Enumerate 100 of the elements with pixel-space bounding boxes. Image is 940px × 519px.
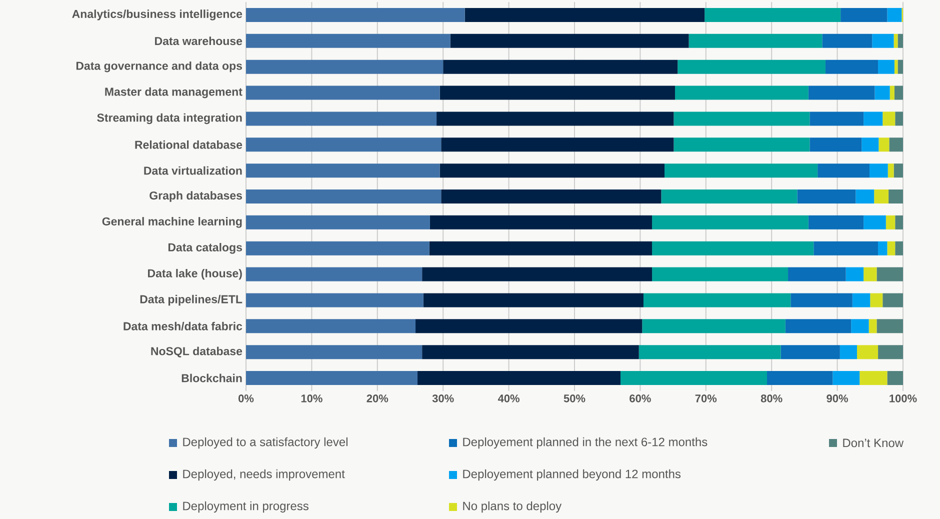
bar bbox=[246, 8, 465, 22]
bar bbox=[422, 267, 652, 282]
bar bbox=[441, 138, 674, 152]
bar bbox=[894, 60, 898, 74]
bar bbox=[652, 215, 808, 230]
bar bbox=[868, 319, 877, 334]
bar bbox=[416, 319, 642, 334]
bar bbox=[780, 345, 840, 360]
bar bbox=[890, 86, 894, 100]
bar bbox=[652, 267, 788, 282]
bar bbox=[464, 8, 705, 22]
bar bbox=[864, 112, 883, 126]
bar bbox=[790, 293, 852, 308]
bar bbox=[246, 215, 430, 230]
y-tick-label: Blockchain bbox=[182, 374, 242, 382]
bar bbox=[808, 215, 864, 230]
bar bbox=[882, 112, 896, 126]
bar bbox=[864, 267, 877, 282]
bar bbox=[878, 345, 903, 360]
x-tick-label: 0% bbox=[238, 394, 254, 402]
y-tick-label: Data catalogs bbox=[168, 242, 242, 254]
y-tick-label: Data governance and data ops bbox=[76, 61, 242, 72]
y-tick-label: Graph databases bbox=[150, 191, 242, 202]
bar bbox=[810, 138, 862, 152]
bar bbox=[869, 164, 888, 178]
bar bbox=[846, 267, 864, 282]
bar bbox=[674, 112, 810, 126]
bar bbox=[825, 60, 878, 74]
x-tick-label: 10% bbox=[301, 394, 322, 402]
legend-label: Deployment in progress bbox=[183, 501, 308, 513]
bar bbox=[876, 319, 903, 334]
x-tick-label: 50% bbox=[564, 394, 586, 402]
bar bbox=[856, 189, 874, 204]
bar bbox=[852, 293, 870, 308]
bar bbox=[246, 293, 424, 308]
bar bbox=[443, 60, 678, 74]
bar bbox=[638, 345, 781, 360]
bar bbox=[895, 215, 903, 230]
legend-label: Deployed, needs improvement bbox=[183, 469, 345, 481]
bar bbox=[664, 164, 818, 178]
bar bbox=[704, 8, 841, 22]
bar bbox=[894, 86, 903, 100]
legend-label: Deployement planned in the next 6-12 months bbox=[463, 437, 708, 449]
bar bbox=[661, 189, 798, 204]
bar bbox=[860, 371, 888, 386]
bar bbox=[840, 345, 858, 360]
bar bbox=[440, 86, 676, 100]
y-tick-label: Analytics/business intelligence bbox=[72, 10, 242, 20]
y-tick-label: Data pipelines/ETL bbox=[140, 294, 242, 306]
bar bbox=[246, 267, 422, 282]
bar bbox=[895, 241, 903, 256]
bar bbox=[423, 293, 644, 308]
bar bbox=[620, 371, 767, 386]
bar bbox=[440, 164, 665, 178]
bar bbox=[878, 241, 888, 256]
bar bbox=[797, 189, 856, 204]
bar bbox=[246, 112, 437, 126]
bar bbox=[874, 189, 889, 204]
bar bbox=[788, 267, 846, 282]
bar bbox=[417, 371, 620, 386]
bar bbox=[851, 319, 869, 334]
y-tick-label: Streaming data integration bbox=[97, 113, 242, 124]
bar bbox=[888, 189, 903, 204]
bar bbox=[808, 86, 875, 100]
bar bbox=[652, 241, 814, 256]
bar bbox=[246, 86, 440, 100]
bar bbox=[862, 138, 879, 152]
bar bbox=[246, 345, 422, 360]
bar bbox=[822, 34, 872, 48]
bar bbox=[876, 267, 903, 282]
bar bbox=[246, 241, 430, 256]
x-tick-label: 100% bbox=[890, 394, 917, 402]
bar bbox=[898, 34, 903, 48]
y-tick-label: Data lake (house) bbox=[148, 268, 242, 280]
y-tick-label: Data mesh/data fabric bbox=[124, 322, 242, 330]
bar bbox=[878, 60, 894, 74]
y-tick-label: Data virtualization bbox=[144, 166, 242, 175]
legend-label: No plans to deploy bbox=[463, 501, 562, 513]
bar bbox=[785, 319, 852, 334]
bar bbox=[814, 241, 878, 256]
bar bbox=[678, 60, 826, 74]
x-tick-label: 80% bbox=[760, 394, 782, 402]
bar bbox=[857, 345, 878, 360]
legend-label: Deployed to a satisfactory level bbox=[183, 437, 348, 449]
bar bbox=[886, 215, 896, 230]
x-tick-label: 60% bbox=[630, 394, 651, 402]
y-tick-label: Master data management bbox=[105, 87, 242, 98]
y-tick-label: Relational database bbox=[135, 140, 242, 149]
bar bbox=[767, 371, 833, 386]
bar bbox=[429, 241, 652, 256]
bar bbox=[246, 60, 444, 74]
y-tick-label: General machine learning bbox=[102, 217, 242, 228]
x-tick-label: 40% bbox=[498, 394, 520, 402]
bar bbox=[874, 86, 890, 100]
bar bbox=[810, 112, 864, 126]
bar bbox=[246, 189, 442, 204]
bar bbox=[246, 164, 440, 178]
x-tick-label: 70% bbox=[695, 394, 717, 402]
bar bbox=[870, 293, 883, 308]
bar bbox=[898, 60, 903, 74]
